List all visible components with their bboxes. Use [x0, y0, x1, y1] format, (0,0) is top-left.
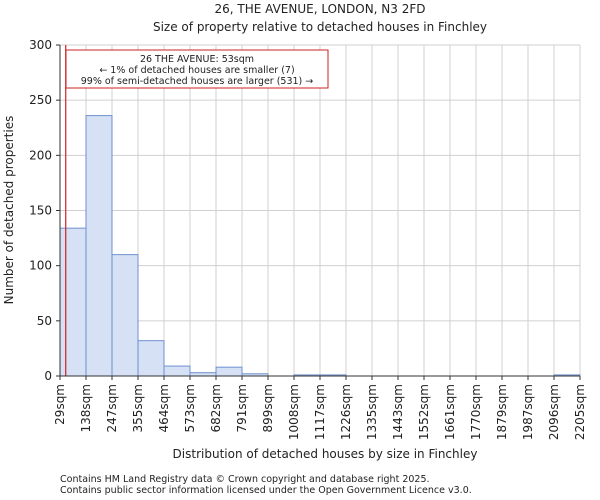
x-tick-label: 1117sqm: [313, 384, 327, 440]
annotation-line-2: ← 1% of detached houses are smaller (7): [99, 65, 294, 76]
bar: [59, 227, 87, 377]
y-tick-label: 0: [44, 369, 52, 383]
x-tick-label: 1443sqm: [391, 384, 405, 440]
gridlines: [59, 44, 581, 377]
x-tick-label: 682sqm: [209, 384, 223, 432]
y-tick-label: 300: [29, 38, 52, 52]
bars: [59, 115, 581, 377]
y-axis-label: Number of detached properties: [2, 116, 16, 305]
x-tick-label: 791sqm: [235, 384, 249, 432]
x-tick-label: 1879sqm: [495, 384, 509, 440]
bar: [163, 365, 191, 377]
y-tick-label: 50: [37, 314, 52, 328]
x-tick-label: 1987sqm: [521, 384, 535, 440]
x-tick-label: 247sqm: [105, 384, 119, 432]
x-tick-label: 1770sqm: [469, 384, 483, 440]
bar: [85, 115, 113, 377]
x-tick-label: 2096sqm: [547, 384, 561, 440]
y-tick-label: 250: [29, 93, 52, 107]
x-tick-label: 899sqm: [261, 384, 275, 432]
x-tick-label: 1335sqm: [365, 384, 379, 440]
x-tick-labels: 29sqm 138sqm 247sqm 355sqm 464sqm 573sqm 682sq…: [53, 376, 587, 440]
annotation-box: 26 THE AVENUE: 53sqm ← 1% of detached ho…: [65, 49, 329, 89]
x-tick-label: 1552sqm: [417, 384, 431, 440]
x-tick-label: 464sqm: [157, 384, 171, 432]
chart-subtitle: Size of property relative to detached ho…: [153, 20, 487, 34]
x-axis-label: Distribution of detached houses by size …: [173, 447, 478, 461]
x-tick-label: 1661sqm: [443, 384, 457, 440]
x-tick-label: 1226sqm: [339, 384, 353, 440]
x-tick-label: 573sqm: [183, 384, 197, 432]
y-tick-label: 100: [29, 259, 52, 273]
y-tick-label: 150: [29, 204, 52, 218]
x-tick-label: 138sqm: [79, 384, 93, 432]
x-tick-label: 355sqm: [131, 384, 145, 432]
annotation-line-1: 26 THE AVENUE: 53sqm: [140, 54, 254, 65]
y-tick-label: 200: [29, 148, 52, 162]
footer-line-2: Contains public sector information licen…: [60, 485, 472, 496]
x-tick-label: 29sqm: [53, 384, 67, 425]
annotation-line-3: 99% of semi-detached houses are larger (…: [81, 76, 314, 87]
footer-line-1: Contains HM Land Registry data © Crown c…: [60, 474, 430, 485]
bar: [215, 366, 243, 377]
x-tick-label: 2205sqm: [573, 384, 587, 440]
bar: [137, 340, 165, 377]
x-tick-label: 1008sqm: [287, 384, 301, 440]
bar: [111, 254, 139, 377]
chart-title: 26, THE AVENUE, LONDON, N3 2FD: [214, 2, 425, 16]
y-tick-labels: 0 50 100 150 200 250 300: [29, 38, 60, 383]
